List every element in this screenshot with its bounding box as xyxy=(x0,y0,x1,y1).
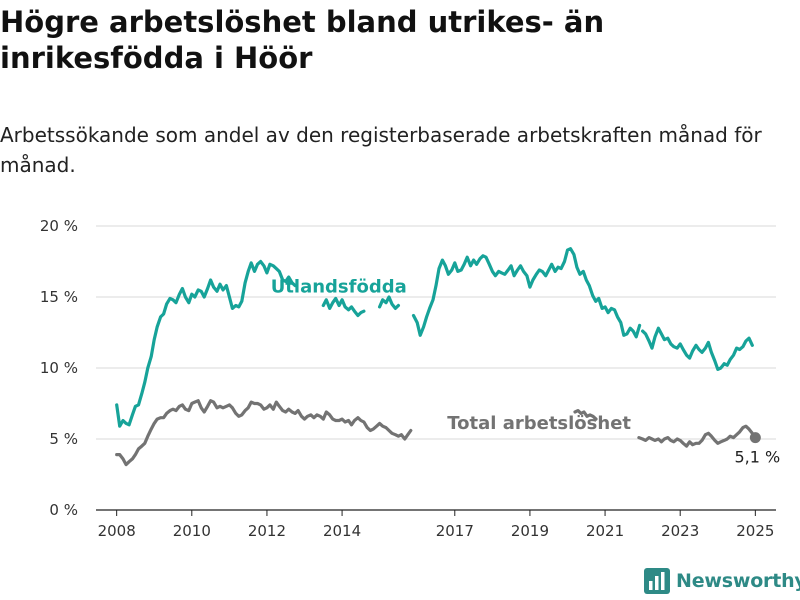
series-line-utlandsfodda xyxy=(411,247,642,339)
x-tick-label: 2017 xyxy=(436,522,474,540)
chart-title: Högre arbetslöshet bland utrikes- än inr… xyxy=(0,5,605,75)
series-line-utlandsfodda xyxy=(378,295,400,310)
y-tick-label: 15 % xyxy=(40,288,78,306)
series-line-utlandsfodda xyxy=(641,326,754,371)
x-tick-label: 2025 xyxy=(736,522,774,540)
x-tick-label: 2012 xyxy=(248,522,286,540)
brand-logo: Newsworthy xyxy=(644,568,800,594)
series-line-utlandsfodda xyxy=(321,296,366,318)
x-tick-label: 2014 xyxy=(323,522,361,540)
series-label-utlandsfodda: Utlandsfödda xyxy=(271,277,407,298)
x-tick-label: 2021 xyxy=(586,522,624,540)
line-chart: 0 % 5 % 10 % 15 % 20 % 2008 2010 2012 2014 2017 20… xyxy=(40,217,780,540)
series-line-total xyxy=(115,399,413,467)
series-line-utlandsfodda xyxy=(115,259,297,428)
series-label-total: Total arbetslöshet xyxy=(447,413,631,434)
end-value-label: 5,1 % xyxy=(734,448,780,467)
x-tick-label: 2023 xyxy=(661,522,699,540)
y-tick-label: 20 % xyxy=(40,217,78,235)
end-point-marker xyxy=(749,432,761,444)
y-tick-label: 5 % xyxy=(49,430,78,448)
y-tick-label: 0 % xyxy=(49,501,78,519)
series-line-total xyxy=(573,409,598,421)
x-tick-label: 2010 xyxy=(173,522,211,540)
x-tick-label: 2019 xyxy=(511,522,549,540)
chart-subtitle: Arbetssökande som andel av den registerb… xyxy=(0,123,762,177)
brand-name: Newsworthy xyxy=(676,570,800,592)
x-tick-label: 2008 xyxy=(98,522,136,540)
y-tick-label: 10 % xyxy=(40,359,78,377)
series-line-total xyxy=(637,424,757,448)
newsworthy-logo-icon xyxy=(644,568,670,594)
